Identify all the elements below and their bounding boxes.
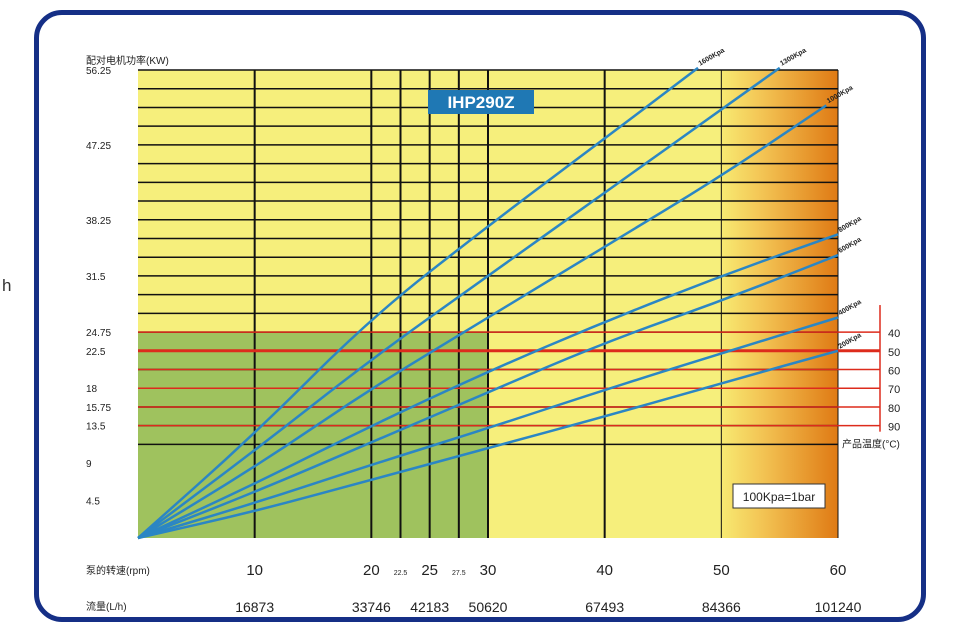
x-tick-label: 60: [830, 562, 847, 579]
flow-tick-label: 33746: [352, 599, 391, 615]
pressure-label: 200Kpa: [838, 332, 863, 351]
x-tick-label: 30: [480, 562, 497, 579]
x-tick-label: 50: [713, 562, 730, 579]
y-tick-label: 13.5: [86, 422, 106, 433]
pressure-label: 1300Kpa: [779, 47, 808, 68]
pressure-curve: [137, 233, 839, 540]
temperature-label: 80: [888, 403, 900, 415]
pressure-label: 800Kpa: [838, 215, 863, 234]
y-tick-label: 38.25: [86, 216, 111, 227]
flow-tick-label: 42183: [410, 599, 449, 615]
pressure-label: 600Kpa: [838, 236, 863, 255]
x-tick-label: 40: [596, 562, 613, 579]
note-text: 100Kpa=1bar: [743, 490, 815, 504]
note-box: [732, 483, 826, 509]
title-badge: [428, 90, 534, 114]
chart-title: IHP290Z: [447, 93, 514, 112]
flow-tick-label: 50620: [469, 599, 508, 615]
flow-tick-label: 67493: [585, 599, 624, 615]
y-tick-label: 56.25: [86, 66, 111, 77]
x-tick-label: 25: [421, 562, 438, 579]
pressure-curve: [137, 316, 839, 540]
pressure-curve: [137, 253, 839, 540]
y-tick-label: 47.25: [86, 141, 111, 152]
x-tick-label: 10: [246, 562, 263, 579]
y-tick-label: 31.5: [86, 272, 106, 283]
y-tick-label: 9: [86, 459, 92, 470]
y-axis-label: 配对电机功率(KW): [86, 54, 169, 67]
y-tick-label: 15.75: [86, 403, 111, 414]
pressure-label: 1600Kpa: [698, 47, 727, 68]
temperature-label: 70: [888, 384, 900, 396]
orange-zone: [721, 70, 838, 538]
pressure-curve: [137, 66, 699, 539]
temperature-label: 50: [888, 347, 900, 359]
temperature-axis-label: 产品温度(°C): [842, 438, 900, 451]
y-tick-label: 4.5: [86, 497, 100, 508]
x-tick-label: 20: [363, 562, 380, 579]
x-tick-label: 27.5: [452, 570, 466, 577]
temperature-label: 60: [888, 366, 900, 378]
x-axis-label-flow: 流量(L/h): [86, 600, 127, 613]
pressure-curve: [137, 349, 839, 540]
pressure-curve: [137, 104, 827, 540]
x-axis-label-rpm: 泵的转速(rpm): [86, 564, 150, 577]
flow-tick-label: 101240: [815, 599, 862, 615]
pressure-label: 400Kpa: [838, 299, 863, 318]
pressure-curve: [137, 66, 781, 540]
y-tick-label: 24.75: [86, 328, 111, 339]
temperature-label: 40: [888, 328, 900, 340]
x-tick-label: 22.5: [394, 570, 408, 577]
stray-label: h: [2, 276, 12, 295]
y-tick-label: 18: [86, 384, 98, 395]
flow-tick-label: 16873: [235, 599, 274, 615]
y-tick-label: 22.5: [86, 347, 106, 358]
flow-tick-label: 84366: [702, 599, 741, 615]
temperature-label: 90: [888, 422, 900, 434]
